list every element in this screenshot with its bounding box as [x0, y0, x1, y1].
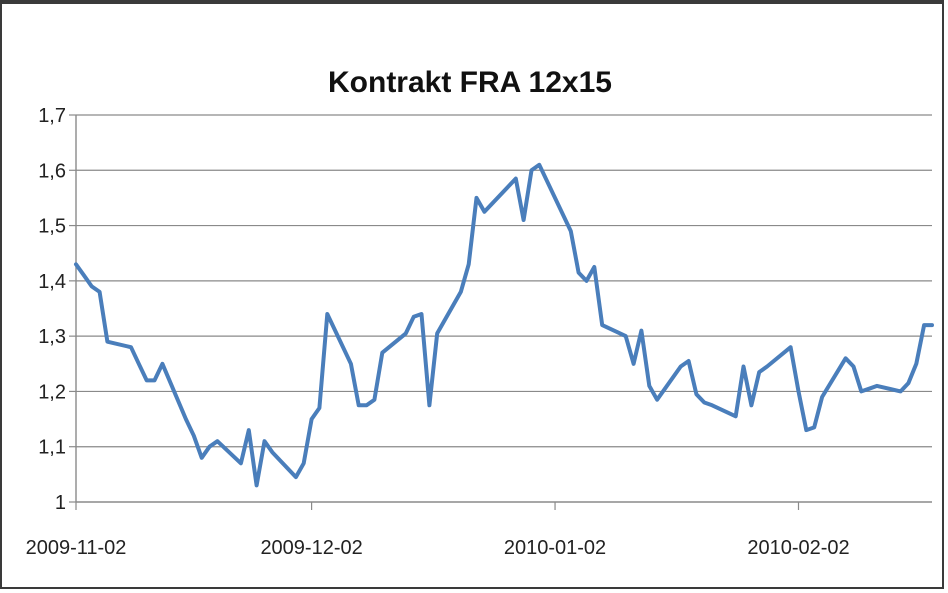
- line-chart: Kontrakt FRA 12x15 1 1,1 1,2 1,3 1,4 1,5 1,6 1,…: [26, 66, 934, 559]
- chart-title: Kontrakt FRA 12x15: [328, 66, 612, 99]
- x-tick-label: 2010-02-02: [747, 537, 849, 559]
- y-tick-label: 1: [55, 492, 66, 514]
- series-line: [74, 162, 934, 488]
- x-tick-label: 2009-11-02: [26, 537, 127, 559]
- y-tick-label: 1,1: [38, 437, 66, 459]
- y-tick-label: 1,4: [38, 271, 66, 293]
- y-tick-label: 1,2: [38, 381, 66, 403]
- series-layer: [74, 162, 934, 488]
- x-axis-ticks: 2009-11-02 2009-12-02 2010-01-02 2010-02-02: [26, 502, 850, 559]
- x-tick-label: 2010-01-02: [504, 537, 606, 559]
- y-tick-label: 1,7: [38, 105, 66, 127]
- y-axis-ticks: 1 1,1 1,2 1,3 1,4 1,5 1,6 1,7: [38, 105, 76, 514]
- axes: [75, 115, 932, 503]
- y-tick-label: 1,3: [38, 326, 66, 348]
- gridlines: [76, 114, 932, 448]
- y-tick-label: 1,6: [38, 160, 66, 182]
- y-tick-label: 1,5: [38, 216, 66, 238]
- x-tick-label: 2009-12-02: [260, 537, 362, 559]
